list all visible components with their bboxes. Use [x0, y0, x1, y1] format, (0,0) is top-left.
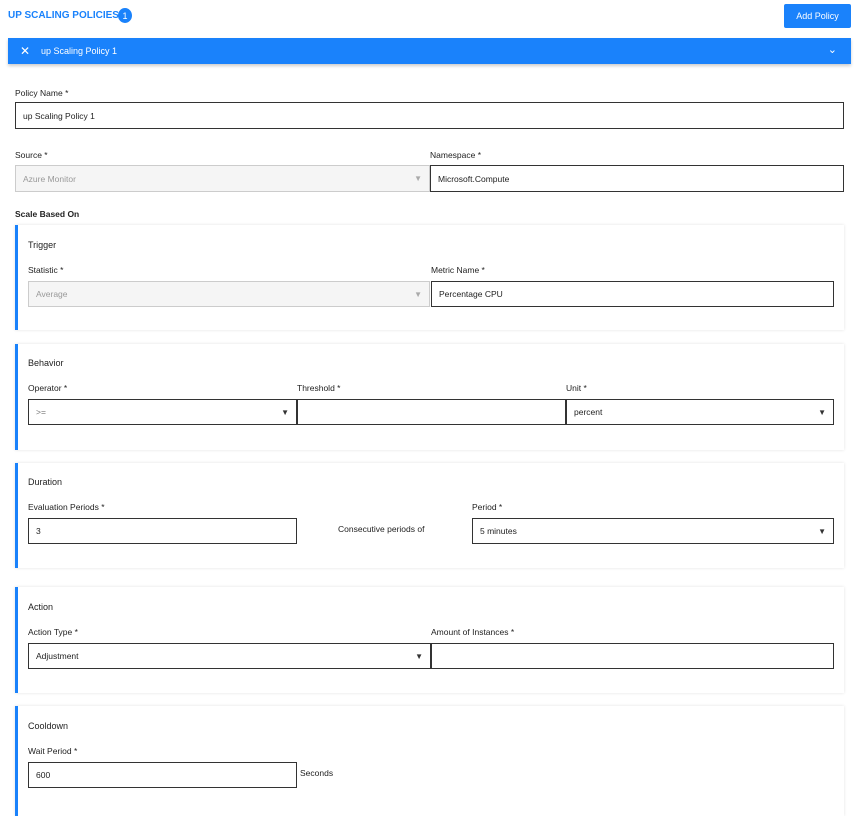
source-value: Azure Monitor [23, 173, 76, 184]
threshold-label: Threshold * [297, 383, 341, 393]
evaluation-periods-value: 3 [36, 526, 41, 536]
unit-select[interactable]: percent ▼ [566, 399, 834, 425]
action-type-select[interactable]: Adjustment ▼ [28, 643, 431, 669]
cooldown-card: Cooldown Wait Period * 600 Seconds [15, 706, 844, 816]
wait-period-label: Wait Period * [28, 746, 78, 756]
metric-name-input[interactable]: Percentage CPU [431, 281, 834, 307]
scale-based-on-label: Scale Based On [15, 209, 80, 219]
action-title: Action [28, 602, 54, 612]
trigger-card: Trigger Statistic * Average ▼ Metric Name… [15, 225, 844, 330]
amount-label: Amount of Instances * [431, 627, 515, 637]
policy-name-input[interactable]: up Scaling Policy 1 [15, 102, 844, 129]
caret-down-icon: ▼ [818, 526, 826, 536]
caret-down-icon: ▼ [415, 651, 423, 661]
policy-name-label: Policy Name * [15, 88, 69, 98]
cooldown-title: Cooldown [28, 721, 69, 731]
period-label: Period * [472, 502, 503, 512]
namespace-label: Namespace * [430, 150, 482, 160]
amount-input[interactable] [431, 643, 834, 669]
close-icon[interactable]: ✕ [20, 44, 31, 58]
metric-name-label: Metric Name * [431, 265, 485, 275]
add-policy-button[interactable]: Add Policy [784, 4, 851, 28]
wait-period-input[interactable]: 600 [28, 762, 297, 788]
operator-label: Operator * [28, 383, 68, 393]
threshold-input[interactable] [297, 399, 566, 425]
source-select[interactable]: Azure Monitor ▼ [15, 165, 430, 192]
seconds-label: Seconds [300, 768, 334, 778]
action-type-value: Adjustment [36, 651, 79, 661]
caret-down-icon: ▼ [414, 174, 422, 183]
policy-name-value: up Scaling Policy 1 [23, 110, 95, 121]
period-value: 5 minutes [480, 526, 517, 536]
operator-value: >= [36, 407, 46, 417]
wait-period-value: 600 [36, 770, 51, 780]
unit-value: percent [574, 407, 603, 417]
unit-label: Unit * [566, 383, 587, 393]
operator-select[interactable]: >= ▼ [28, 399, 297, 425]
trigger-title: Trigger [28, 240, 57, 250]
caret-down-icon: ▼ [818, 407, 826, 417]
statistic-select[interactable]: Average ▼ [28, 281, 430, 307]
page-title: UP SCALING POLICIES [8, 10, 119, 21]
behavior-card: Behavior Operator * >= ▼ Threshold * Unit… [15, 344, 844, 450]
namespace-input[interactable]: Microsoft.Compute [430, 165, 844, 192]
action-card: Action Action Type * Adjustment ▼ Amount … [15, 587, 844, 693]
statistic-label: Statistic * [28, 265, 64, 275]
action-type-label: Action Type * [28, 627, 78, 637]
evaluation-periods-label: Evaluation Periods * [28, 502, 105, 512]
policy-accordion-title: up Scaling Policy 1 [41, 46, 118, 56]
chevron-down-icon[interactable]: ⌄ [827, 44, 837, 56]
behavior-title: Behavior [28, 358, 64, 368]
source-label: Source * [15, 150, 48, 160]
duration-card: Duration Evaluation Periods * 3 Consecut… [15, 463, 844, 568]
consecutive-periods-text: Consecutive periods of [338, 524, 425, 534]
metric-name-value: Percentage CPU [439, 289, 503, 299]
policy-accordion-header[interactable]: ✕ up Scaling Policy 1 ⌄ [8, 38, 851, 64]
policy-count-badge: 1 [118, 8, 132, 23]
caret-down-icon: ▼ [414, 289, 422, 299]
evaluation-periods-input[interactable]: 3 [28, 518, 297, 544]
namespace-value: Microsoft.Compute [438, 173, 510, 184]
duration-title: Duration [28, 477, 63, 487]
caret-down-icon: ▼ [281, 407, 289, 417]
statistic-value: Average [36, 289, 68, 299]
period-select[interactable]: 5 minutes ▼ [472, 518, 834, 544]
